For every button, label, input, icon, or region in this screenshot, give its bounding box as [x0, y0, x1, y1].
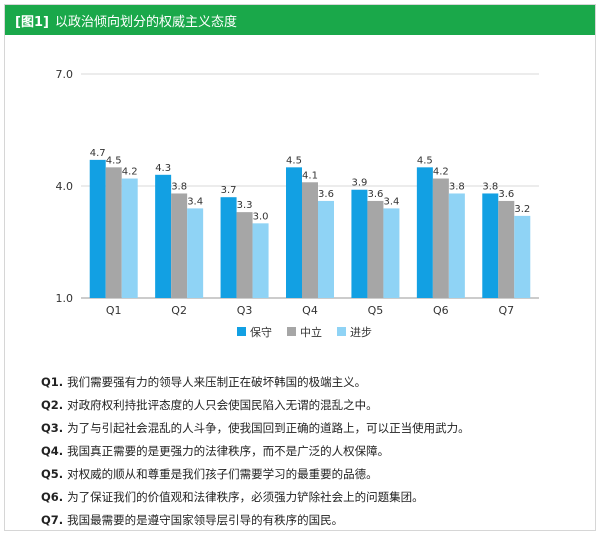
legend-label: 保守 — [250, 325, 272, 339]
question-number: Q1. — [41, 375, 64, 389]
bar — [448, 193, 465, 298]
question-note: Q2. 对政府权利持批评态度的人只会使国民陷入无谓的混乱之中。 — [41, 394, 581, 417]
question-notes: Q1. 我们需要强有力的领导人来压制正在破坏韩国的极端主义。 Q2. 对政府权利持批评… — [41, 371, 581, 532]
question-text: 为了与引起社会混乱的人斗争，使我国回到正确的道路上，可以正当使用武力。 — [67, 421, 470, 435]
bar — [514, 215, 531, 298]
bar — [155, 174, 172, 298]
data-label: 3.0 — [253, 211, 269, 222]
bar — [367, 200, 384, 298]
question-text: 为了保证我们的价值观和法律秩序，必须强力铲除社会上的问题集团。 — [67, 490, 424, 504]
data-label: 4.7 — [90, 148, 106, 159]
legend-label: 中立 — [300, 325, 322, 339]
data-label: 4.2 — [433, 167, 449, 178]
bar — [105, 167, 122, 298]
question-text: 我们需要强有力的领导人来压制正在破坏韩国的极端主义。 — [67, 375, 367, 389]
question-text: 对政府权利持批评态度的人只会使国民陷入无谓的混乱之中。 — [67, 398, 378, 412]
bar — [187, 208, 204, 298]
bar — [498, 200, 515, 298]
title-bar: [图1] 以政治倾向划分的权威主义态度 — [5, 5, 595, 35]
data-label: 3.4 — [187, 196, 203, 207]
question-number: Q3. — [41, 421, 64, 435]
x-tick-label: Q7 — [498, 304, 514, 317]
question-note: Q5. 对权威的顺从和尊重是我们孩子们需要学习的最重要的品德。 — [41, 463, 581, 486]
data-label: 3.2 — [514, 204, 530, 215]
data-label: 4.5 — [286, 155, 302, 166]
question-text: 我国最需要的是遵守国家领导层引导的有秩序的国民。 — [67, 513, 344, 527]
data-label: 3.7 — [221, 185, 237, 196]
question-note: Q1. 我们需要强有力的领导人来压制正在破坏韩国的极端主义。 — [41, 371, 581, 394]
question-text: 我国真正需要的是更强力的法律秩序，而不是广泛的人权保障。 — [67, 444, 390, 458]
legend-label: 进步 — [350, 326, 372, 339]
data-label: 4.5 — [417, 155, 433, 166]
bar — [302, 182, 318, 298]
bar — [482, 193, 499, 298]
question-note: Q4. 我国真正需要的是更强力的法律秩序，而不是广泛的人权保障。 — [41, 440, 581, 463]
data-label: 3.8 — [171, 181, 187, 192]
question-text: 对权威的顺从和尊重是我们孩子们需要学习的最重要的品德。 — [67, 467, 378, 481]
bar-chart: 1.04.07.04.74.54.2Q14.33.83.4Q23.73.33.0… — [56, 68, 539, 339]
bar — [383, 208, 400, 298]
y-tick-label: 7.0 — [56, 68, 74, 81]
data-label: 3.9 — [351, 178, 367, 189]
y-tick-label: 4.0 — [56, 180, 74, 193]
bar — [286, 167, 302, 298]
y-tick-label: 1.0 — [56, 292, 74, 305]
x-tick-label: Q6 — [433, 304, 449, 317]
bar — [318, 200, 334, 298]
bar — [416, 167, 433, 298]
bar — [121, 178, 138, 298]
bar — [236, 212, 253, 298]
data-label: 3.8 — [482, 181, 498, 192]
question-number: Q4. — [41, 444, 64, 458]
bar — [89, 159, 106, 298]
x-tick-label: Q4 — [302, 304, 318, 317]
data-label: 4.3 — [155, 163, 171, 174]
data-label: 3.6 — [318, 189, 334, 200]
figure-frame: [图1] 以政治倾向划分的权威主义态度 1.0 4.0 7.0 4.7 4.5 4.2 Q1… — [4, 4, 596, 531]
x-tick-label: Q2 — [171, 304, 187, 317]
question-note: Q7. 我国最需要的是遵守国家领导层引导的有秩序的国民。 — [41, 509, 581, 532]
data-label: 3.6 — [498, 189, 514, 200]
question-number: Q2. — [41, 398, 64, 412]
bar — [432, 178, 449, 298]
bar — [252, 223, 269, 298]
bar — [351, 189, 368, 298]
bar — [220, 197, 237, 298]
question-note: Q3. 为了与引起社会混乱的人斗争，使我国回到正确的道路上，可以正当使用武力。 — [41, 417, 581, 440]
data-label: 3.4 — [383, 196, 399, 207]
x-tick-label: Q5 — [368, 304, 384, 317]
question-number: Q5. — [41, 467, 64, 481]
x-tick-label: Q1 — [106, 304, 122, 317]
data-label: 3.6 — [367, 189, 383, 200]
question-number: Q6. — [41, 490, 64, 504]
data-label: 4.1 — [302, 170, 318, 181]
figure-title: 以政治倾向划分的权威主义态度 — [54, 14, 237, 30]
data-label: 4.5 — [106, 155, 122, 166]
question-note: Q6. 为了保证我们的价值观和法律秩序，必须强力铲除社会上的问题集团。 — [41, 486, 581, 509]
x-tick-label: Q3 — [237, 304, 253, 317]
legend-swatch — [237, 327, 246, 336]
question-number: Q7. — [41, 513, 64, 527]
legend-swatch — [337, 327, 346, 336]
figure-tag: [图1] — [15, 14, 49, 30]
legend-swatch — [287, 327, 296, 336]
bar — [171, 193, 188, 298]
data-label: 3.3 — [237, 200, 253, 211]
data-label: 3.8 — [449, 181, 465, 192]
data-label: 4.2 — [122, 167, 138, 178]
